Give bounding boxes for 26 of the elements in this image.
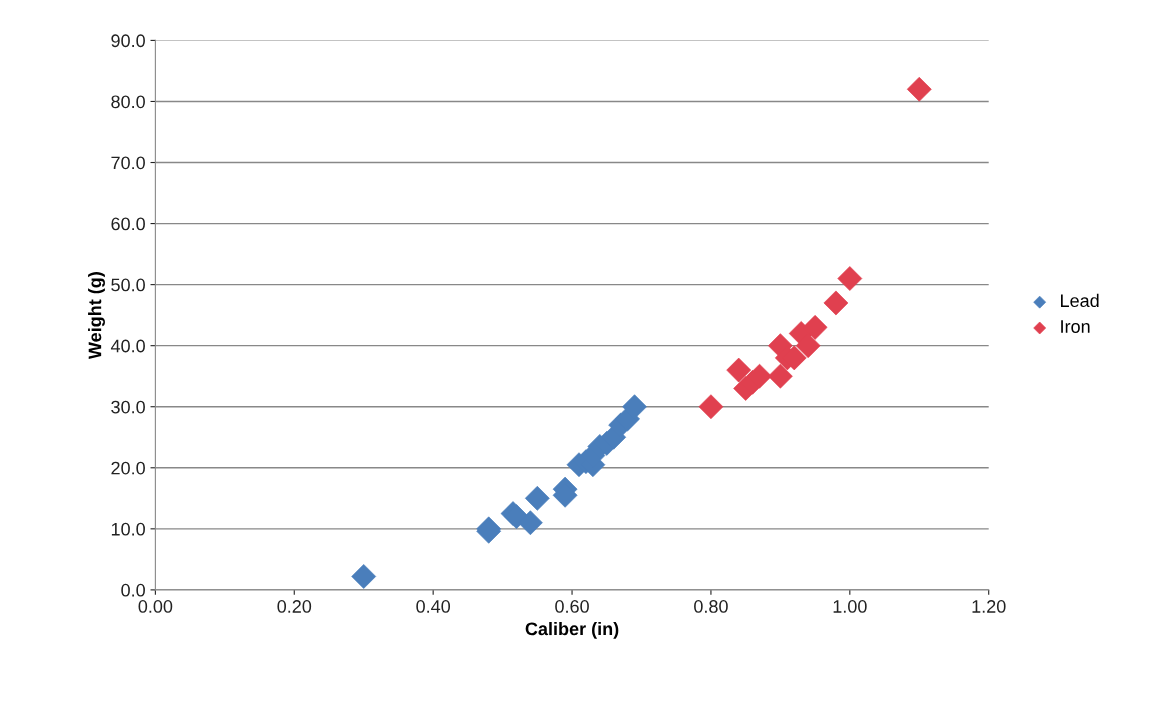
point: [726, 357, 752, 383]
legend-label: Lead: [1061, 293, 1099, 308]
y-tick-label: 10.0: [111, 522, 145, 536]
point: [795, 333, 821, 359]
x-tick-label: 0.60: [555, 600, 589, 613]
y-tick-label: 80.0: [111, 95, 145, 109]
x-tick-label: 0.40: [416, 600, 451, 613]
x-tick-label: 0.00: [138, 600, 173, 613]
y-tick-label: 40.0: [110, 339, 145, 353]
legend-label: Iron: [1061, 320, 1090, 333]
y-tick-label: 50.0: [111, 278, 145, 292]
y-tick-label: 0.0: [121, 583, 145, 597]
point: [698, 394, 724, 420]
y-tick-label: 90.0: [111, 34, 145, 48]
x-tick-label: 0.80: [694, 600, 728, 613]
x-axis-title: Caliber (in): [525, 622, 619, 639]
y-axis-title: Weight (g): [88, 272, 105, 360]
point: [524, 485, 550, 511]
y-tick-label: 70.0: [111, 156, 145, 170]
x-tick-label: 1.20: [972, 600, 1006, 613]
x-tick-label: 0.20: [277, 600, 312, 613]
y-tick-label: 60.0: [111, 217, 145, 231]
x-tick-label: 1.00: [833, 600, 867, 613]
y-tick-label: 20.0: [111, 461, 145, 475]
point: [802, 314, 828, 340]
y-tick-label: 30.0: [111, 400, 145, 414]
